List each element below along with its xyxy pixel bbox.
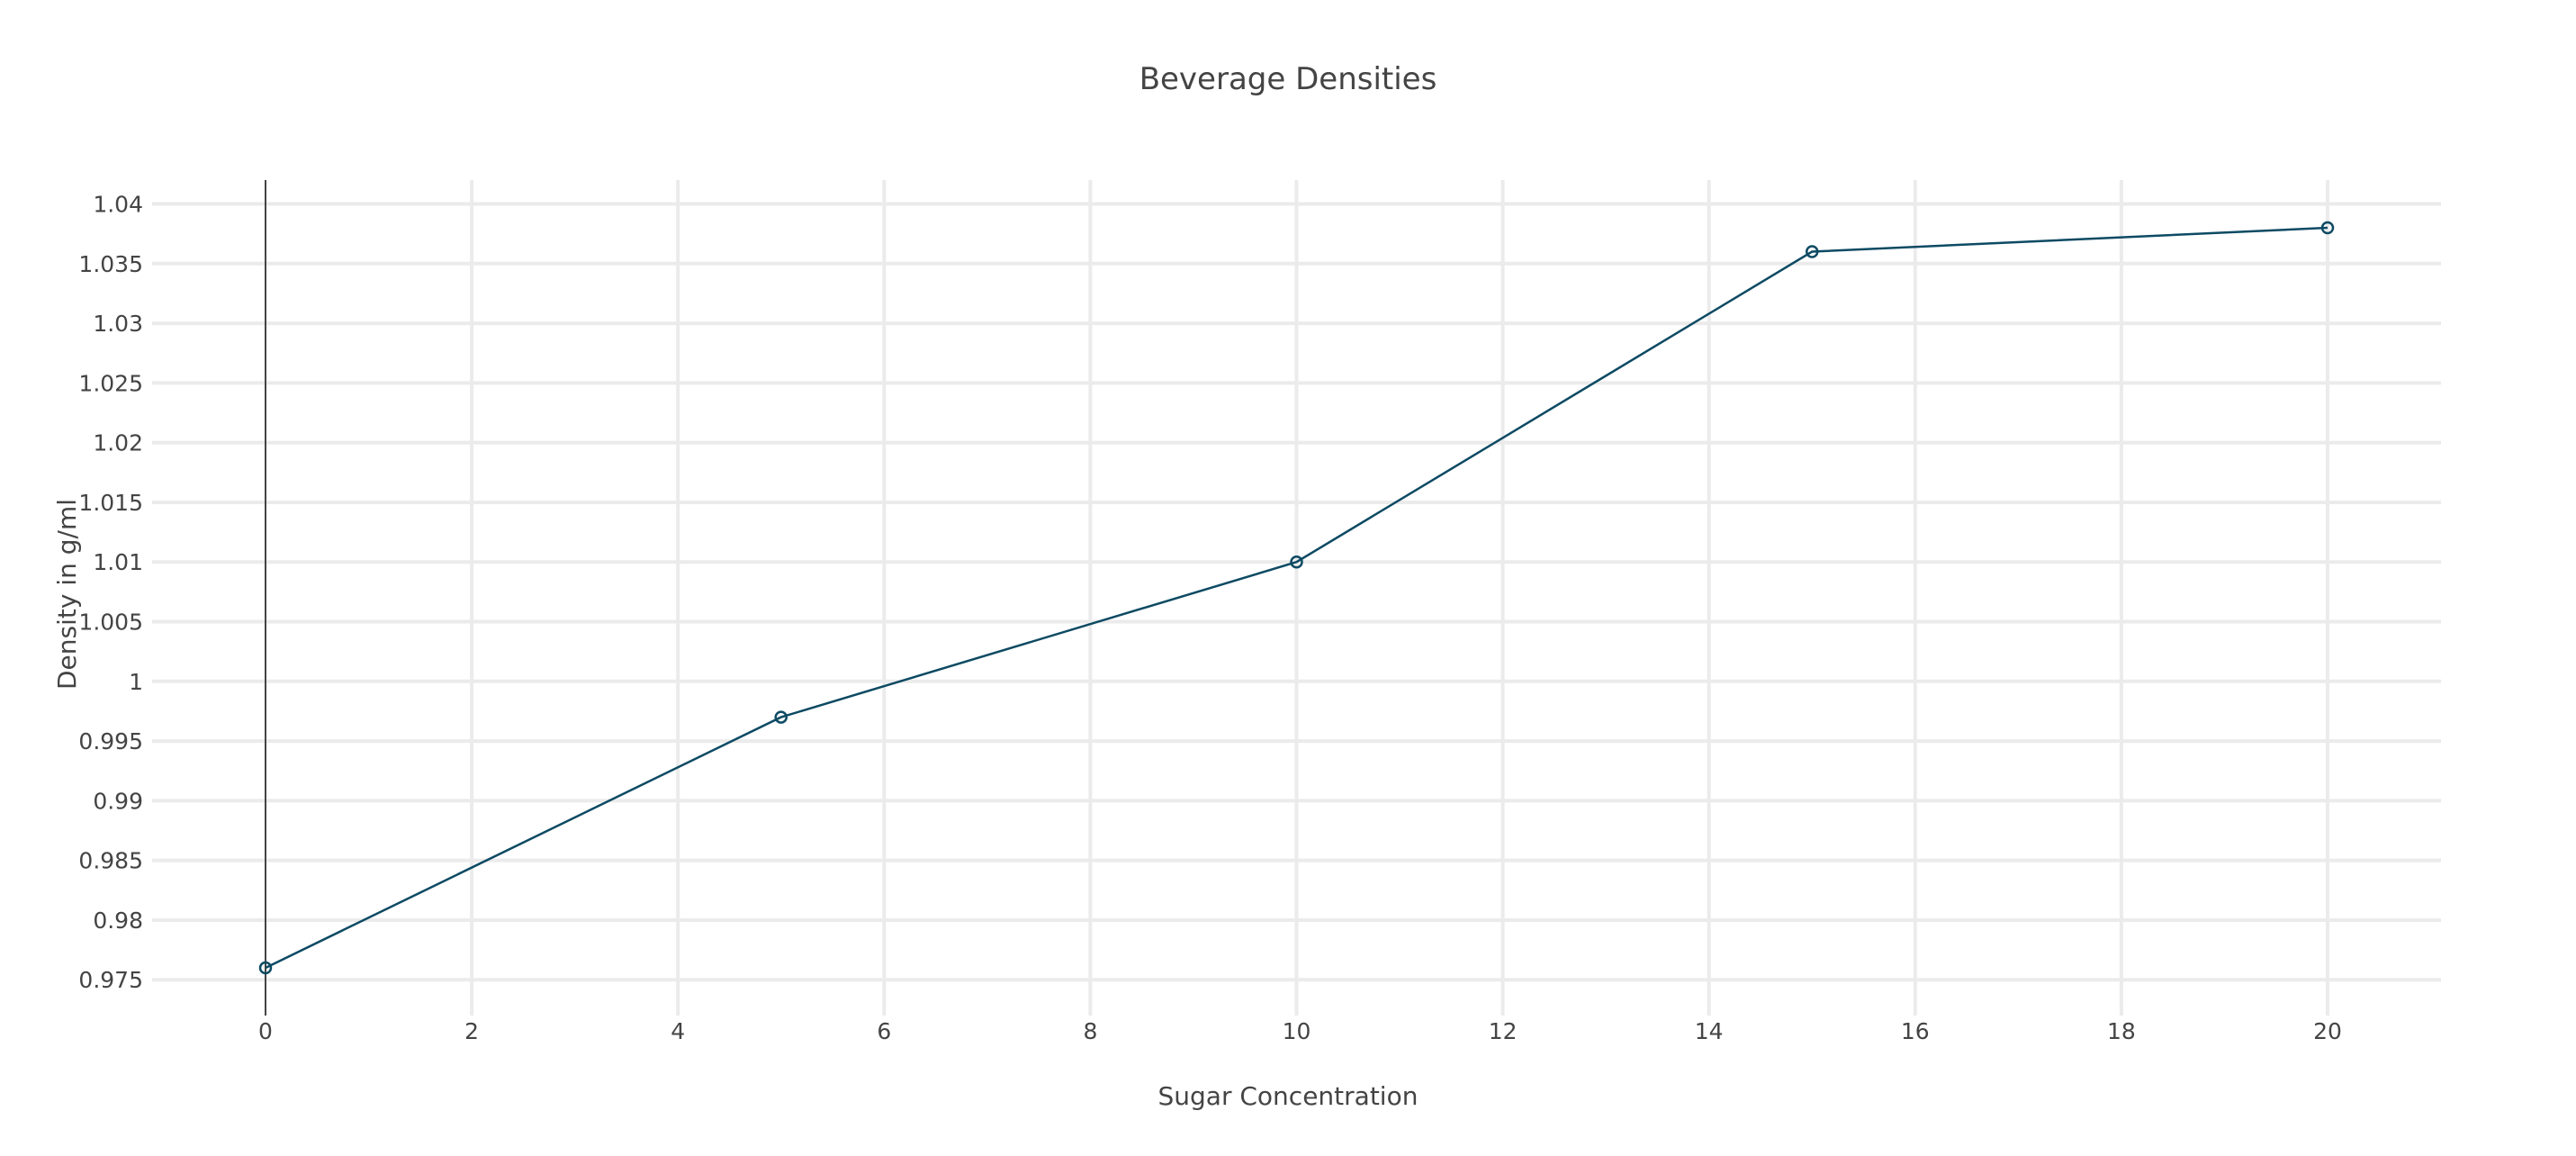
y-tick-label: 1.015 (78, 490, 143, 516)
x-tick-label: 12 (1489, 1018, 1518, 1044)
y-tick-label: 1.025 (78, 370, 143, 396)
data-point-marker (1290, 555, 1303, 569)
y-tick-label: 0.99 (93, 788, 143, 814)
y-tick-label: 0.98 (93, 908, 143, 934)
y-tick-label: 1.035 (78, 251, 143, 277)
x-tick-label: 6 (877, 1018, 891, 1044)
grid-lines (152, 180, 2441, 1016)
data-point-marker (258, 961, 273, 975)
data-series (258, 221, 2335, 975)
y-tick-label: 0.995 (78, 728, 143, 754)
x-tick-label: 20 (2313, 1018, 2342, 1044)
y-axis-title: Density in g/ml (52, 499, 82, 690)
x-tick-label: 16 (1901, 1018, 1930, 1044)
y-tick-label: 1.01 (93, 549, 143, 575)
y-tick-label: 0.975 (78, 967, 143, 993)
x-tick-label: 10 (1283, 1018, 1311, 1044)
y-tick-label: 1.02 (93, 430, 143, 456)
tick-labels: 0 2 4 6 8 10 12 14 16 18 20 0.975 0.98 0.985 0.99 0.995… (78, 192, 2341, 1044)
x-tick-label: 8 (1083, 1018, 1097, 1044)
x-tick-label: 0 (258, 1018, 273, 1044)
y-tick-label: 0.985 (78, 848, 143, 874)
data-point-marker (2320, 221, 2335, 235)
series-line (265, 226, 2328, 970)
x-tick-label: 18 (2107, 1018, 2136, 1044)
y-tick-label: 1.04 (93, 192, 143, 218)
y-tick-label: 1.03 (93, 311, 143, 337)
y-tick-label: 1.005 (78, 610, 143, 636)
y-tick-label: 1 (129, 669, 143, 695)
data-point-marker (774, 710, 788, 724)
data-point-marker (1805, 245, 1819, 258)
x-tick-label: 2 (464, 1018, 479, 1044)
x-tick-label: 4 (671, 1018, 685, 1044)
x-axis-title: Sugar Concentration (1158, 1081, 1419, 1111)
chart-title: Beverage Densities (1139, 61, 1437, 97)
x-tick-label: 14 (1695, 1018, 1724, 1044)
